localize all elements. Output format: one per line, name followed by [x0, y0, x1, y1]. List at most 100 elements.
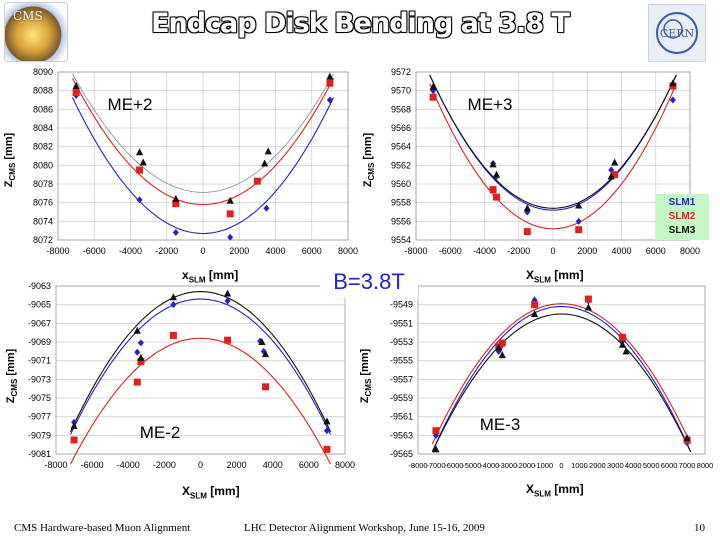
data-point-slm1: [170, 301, 177, 309]
y-tick-label: -9565: [390, 449, 413, 459]
y-tick-label: -9077: [28, 412, 51, 422]
x-tick-label: -1000: [534, 461, 553, 470]
fit-curve-slm1: [70, 298, 332, 435]
data-point-slm3: [492, 170, 501, 178]
data-point-slm2: [133, 378, 141, 386]
y-axis-title-me-plus-3: ZCMS [mm]: [361, 132, 377, 188]
data-point-slm2: [489, 186, 497, 194]
cern-logo-text: CERN: [660, 27, 695, 40]
data-point-slm3: [223, 289, 232, 297]
y-tick-label: -9549: [390, 300, 413, 310]
x-tick-label: 4000: [611, 246, 631, 256]
y-tick-label: 8074: [33, 216, 53, 226]
x-tick-label: 2000: [227, 460, 247, 470]
plot-area: [417, 285, 706, 455]
x-tick-label: 7000: [679, 461, 696, 470]
x-tick-label: 2000: [577, 246, 597, 256]
x-tick-label: -6000: [439, 246, 462, 256]
y-tick-label: -9073: [28, 374, 51, 384]
data-point-slm3: [258, 338, 266, 345]
data-point-slm3: [607, 172, 615, 180]
fit-curve-slm2: [72, 78, 334, 206]
y-tick-label: -9065: [28, 300, 51, 310]
legend-item-slm1: SLM1: [668, 197, 696, 208]
y-tick-label: -9079: [28, 430, 51, 440]
y-tick-label: -9561: [390, 412, 413, 422]
data-point-slm2: [226, 210, 234, 218]
x-tick-label: 6000: [299, 460, 319, 470]
data-point-slm3: [530, 310, 539, 317]
y-tick-label: 8084: [33, 123, 53, 133]
x-tick-label: 6000: [302, 246, 322, 256]
x-tick-label: 8000: [338, 246, 358, 256]
y-tick-label: 9564: [391, 142, 411, 152]
y-axis-title-me-plus-2: ZCMS [mm]: [2, 132, 18, 188]
field-label: B=3.8T: [320, 266, 418, 298]
data-point-slm2: [492, 193, 500, 201]
fit-curve-slm1: [72, 97, 334, 235]
y-tick-label: -9071: [28, 356, 51, 366]
x-tick-label: 0: [198, 460, 203, 470]
data-point-slm3: [622, 347, 630, 355]
y-tick-label: -9551: [390, 318, 413, 328]
data-point-slm2: [137, 358, 145, 366]
fit-curve-slm3: [431, 313, 692, 453]
x-tick-label: 0: [550, 246, 555, 256]
data-point-slm1: [260, 347, 267, 355]
y-tick-label: -9081: [28, 449, 51, 459]
plot-area: [57, 71, 349, 241]
data-point-slm3: [575, 201, 583, 209]
data-point-slm3: [498, 351, 506, 359]
x-axis-title-me-minus-2: XSLM [mm]: [182, 484, 240, 501]
data-point-slm3: [669, 79, 677, 87]
y-tick-label: -9067: [28, 318, 51, 328]
x-tick-label: -8000: [404, 246, 427, 256]
data-point-slm2: [523, 228, 531, 236]
panel-title: ME+2: [108, 95, 153, 114]
data-point-slm3: [72, 82, 80, 89]
y-tick-label: 8088: [33, 86, 53, 96]
x-tick-label: -8000: [44, 460, 67, 470]
x-tick-label: 8000: [335, 460, 355, 470]
x-tick-label: 2000: [229, 246, 249, 256]
data-point-slm3: [432, 445, 440, 453]
data-point-slm3: [169, 293, 178, 301]
x-tick-label: -2000: [516, 461, 535, 470]
data-point-slm3: [137, 353, 145, 361]
data-point-slm2: [498, 339, 506, 347]
page-number: 10: [694, 522, 705, 534]
data-point-slm3: [139, 158, 147, 166]
data-point-slm2: [172, 200, 180, 208]
data-point-slm2: [326, 79, 334, 87]
y-tick-label: -9063: [28, 281, 51, 291]
data-point-slm3: [326, 72, 334, 80]
data-point-slm3: [611, 158, 619, 166]
data-point-slm1: [227, 233, 234, 241]
x-tick-label: 1000: [571, 461, 588, 470]
data-point-slm3: [70, 422, 78, 429]
x-tick-label: -4000: [480, 461, 499, 470]
x-tick-label: 3000: [607, 461, 624, 470]
fit-curve-slm3: [429, 74, 677, 209]
fit-curve-slm3: [72, 73, 334, 193]
chart-me-minus-2: -9063 -9065 -9067 -9069 -9071 -9073 -9075 -9077…: [28, 281, 355, 470]
data-point-slm3: [523, 204, 531, 212]
data-point-slm1: [432, 431, 439, 439]
y-tick-label: 8078: [33, 179, 53, 189]
footer-center: LHC Detector Alignment Workshop, June 15…: [244, 522, 485, 534]
x-tick-label: -6000: [444, 461, 463, 470]
x-tick-label: 6000: [646, 246, 666, 256]
x-tick-label: -4000: [473, 246, 496, 256]
data-point-slm2: [169, 331, 177, 339]
data-point-slm2: [618, 333, 626, 341]
data-point-slm3: [495, 343, 503, 351]
data-point-slm2: [611, 171, 619, 179]
x-tick-label: 8000: [697, 461, 714, 470]
x-tick-label: -2000: [155, 246, 178, 256]
data-point-slm3: [429, 82, 437, 90]
x-tick-label: -2000: [507, 246, 530, 256]
x-tick-label: 0: [200, 246, 205, 256]
chart-me-minus-3: -9547-9549-9551-9553-9555-9557-9559-9561…: [390, 281, 714, 470]
y-tick-label: 9572: [391, 67, 411, 77]
y-tick-label: 8072: [33, 235, 53, 245]
